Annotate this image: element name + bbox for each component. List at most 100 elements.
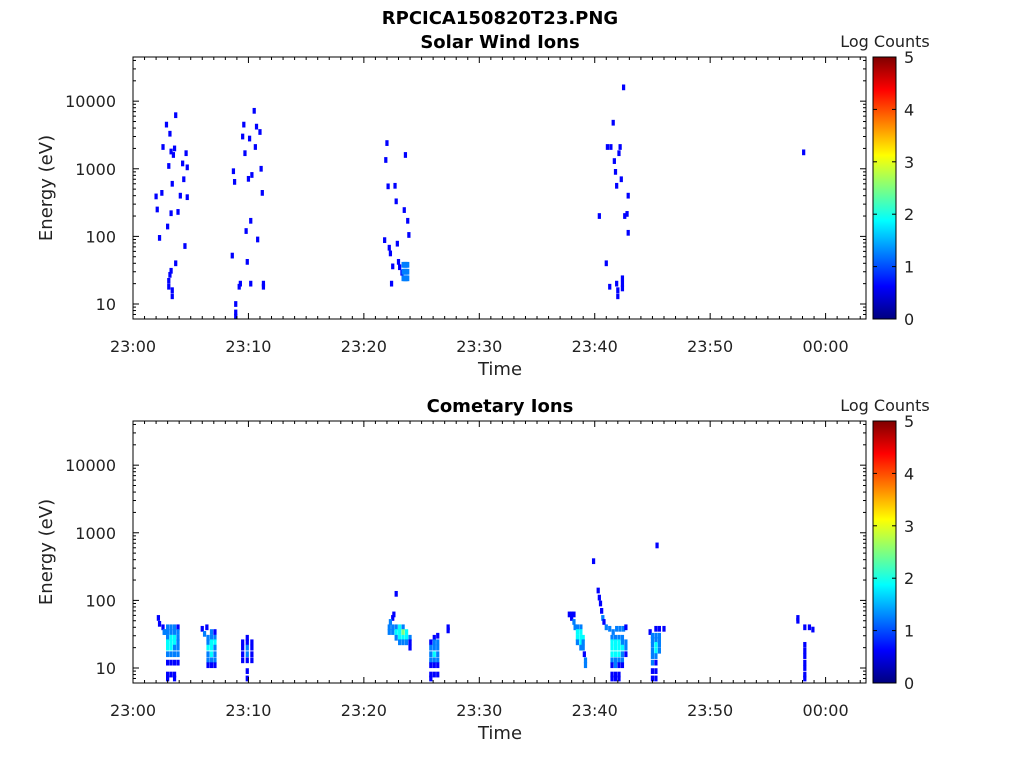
heatmap-cell [572, 611, 576, 618]
heatmap-cell [394, 590, 398, 597]
heatmap-cell [617, 675, 621, 682]
heatmap-cell [596, 587, 600, 594]
heatmap-cell [176, 639, 180, 646]
heatmap-cell [624, 624, 628, 631]
colorbar-label: Log Counts [840, 32, 930, 51]
heatmap-cell [610, 644, 614, 651]
heatmap-cell [250, 657, 254, 664]
heatmap-cell [432, 644, 436, 651]
y-tick-label: 100 [85, 591, 116, 610]
heatmap-cell [429, 639, 433, 646]
heatmap-cell [650, 659, 655, 666]
heatmap-cell [654, 653, 658, 659]
heatmap-cell [388, 619, 393, 625]
heatmap-cell [172, 639, 177, 646]
heatmap-cell [384, 157, 388, 163]
heatmap-cell [178, 192, 182, 199]
heatmap-cell [579, 624, 583, 631]
heatmap-cell [429, 662, 433, 669]
x-tick-label: 23:50 [687, 701, 733, 720]
heatmap-cell [160, 190, 164, 196]
heatmap-cell [620, 657, 625, 664]
heatmap-cell [166, 675, 170, 682]
heatmap-cell [209, 639, 214, 646]
heatmap-cell [582, 651, 586, 658]
heatmap-cell [156, 615, 161, 621]
x-axis: 23:00 23:10 23:20 23:30 23:40 23:50 00:00 [110, 421, 861, 720]
heatmap-cell [613, 644, 618, 651]
heatmap-cell [650, 675, 655, 682]
y-tick-label: 1000 [75, 524, 116, 543]
heatmap-cell [803, 647, 807, 654]
heatmap-cell [609, 144, 613, 150]
heatmap-cell [398, 624, 402, 631]
heatmap-cell [172, 651, 177, 658]
heatmap-cell [436, 644, 440, 651]
heatmap-cell [164, 121, 169, 128]
heatmap-cell [169, 651, 173, 658]
heatmap-cell [387, 244, 391, 251]
y-axis: 10 100 1000 10000 [65, 59, 866, 320]
heatmap-cell [172, 675, 177, 682]
heatmap-cell [385, 140, 389, 146]
heatmap-cell [624, 644, 628, 651]
heatmap-cell [601, 615, 605, 621]
heatmap-cell [258, 129, 262, 135]
heatmap-cell [657, 647, 661, 654]
heatmap-cell [613, 634, 618, 641]
heatmap-cell [234, 309, 238, 316]
heatmap-cell [168, 271, 172, 278]
heatmap-cell [615, 280, 619, 287]
heatmap-cell [811, 626, 815, 633]
heatmap-cell [657, 637, 661, 643]
heatmap-cell [176, 659, 180, 666]
heatmap-cell [206, 644, 210, 651]
heatmap-cell [613, 662, 618, 669]
heatmap-cell [245, 639, 249, 646]
x-tick-label: 23:30 [456, 701, 502, 720]
panel-title: Solar Wind Ions [420, 32, 579, 53]
colorbar-tick-label: 4 [904, 100, 914, 119]
colorbar-label: Log Counts [840, 396, 930, 415]
heatmap-cell [620, 662, 625, 669]
heatmap-cell [169, 148, 173, 155]
heatmap-cell [206, 657, 210, 664]
heatmap-cell [154, 193, 158, 200]
heatmap-cell [209, 644, 214, 651]
x-tick-label: 23:40 [572, 337, 618, 356]
heatmap-cell [429, 675, 433, 682]
heatmap-cell [575, 634, 580, 641]
heatmap-cell [613, 651, 618, 658]
heatmap-cell [408, 644, 412, 651]
heatmap-cell [608, 283, 612, 290]
heatmap-cell [650, 668, 655, 674]
heatmap-cell [796, 617, 800, 624]
heatmap-cell [234, 301, 238, 307]
heatmap-cell [655, 542, 659, 549]
heatmap-cell [172, 145, 177, 152]
heatmap-cell [387, 629, 391, 635]
heatmap-cell [202, 630, 207, 637]
colorbar-tick-label: 5 [904, 412, 914, 431]
heatmap-cell [615, 182, 619, 189]
x-axis-label: Time [477, 723, 522, 744]
heatmap-cell [612, 158, 616, 164]
colorbar-tick-label: 4 [904, 464, 914, 483]
heatmap-cell [213, 644, 217, 651]
heatmap-cell [654, 641, 658, 648]
heatmap-cell [803, 675, 807, 682]
heatmap-cell [176, 624, 180, 631]
heatmap-cell [245, 675, 249, 682]
heatmap-cell [618, 625, 622, 632]
heatmap-cell [209, 651, 214, 658]
heatmap-cell [163, 629, 167, 635]
heatmap-cell [234, 313, 238, 319]
heatmap-cell [245, 644, 249, 651]
heatmap-cell [570, 615, 574, 621]
colorbar-tick-label: 2 [904, 205, 914, 224]
heatmap-cell [404, 629, 409, 635]
colorbar-tick-label: 5 [904, 48, 914, 67]
heatmap-cell [626, 192, 630, 199]
heatmap-cell [624, 639, 628, 646]
colorbar: 0 1 2 3 4 5 [872, 412, 914, 693]
